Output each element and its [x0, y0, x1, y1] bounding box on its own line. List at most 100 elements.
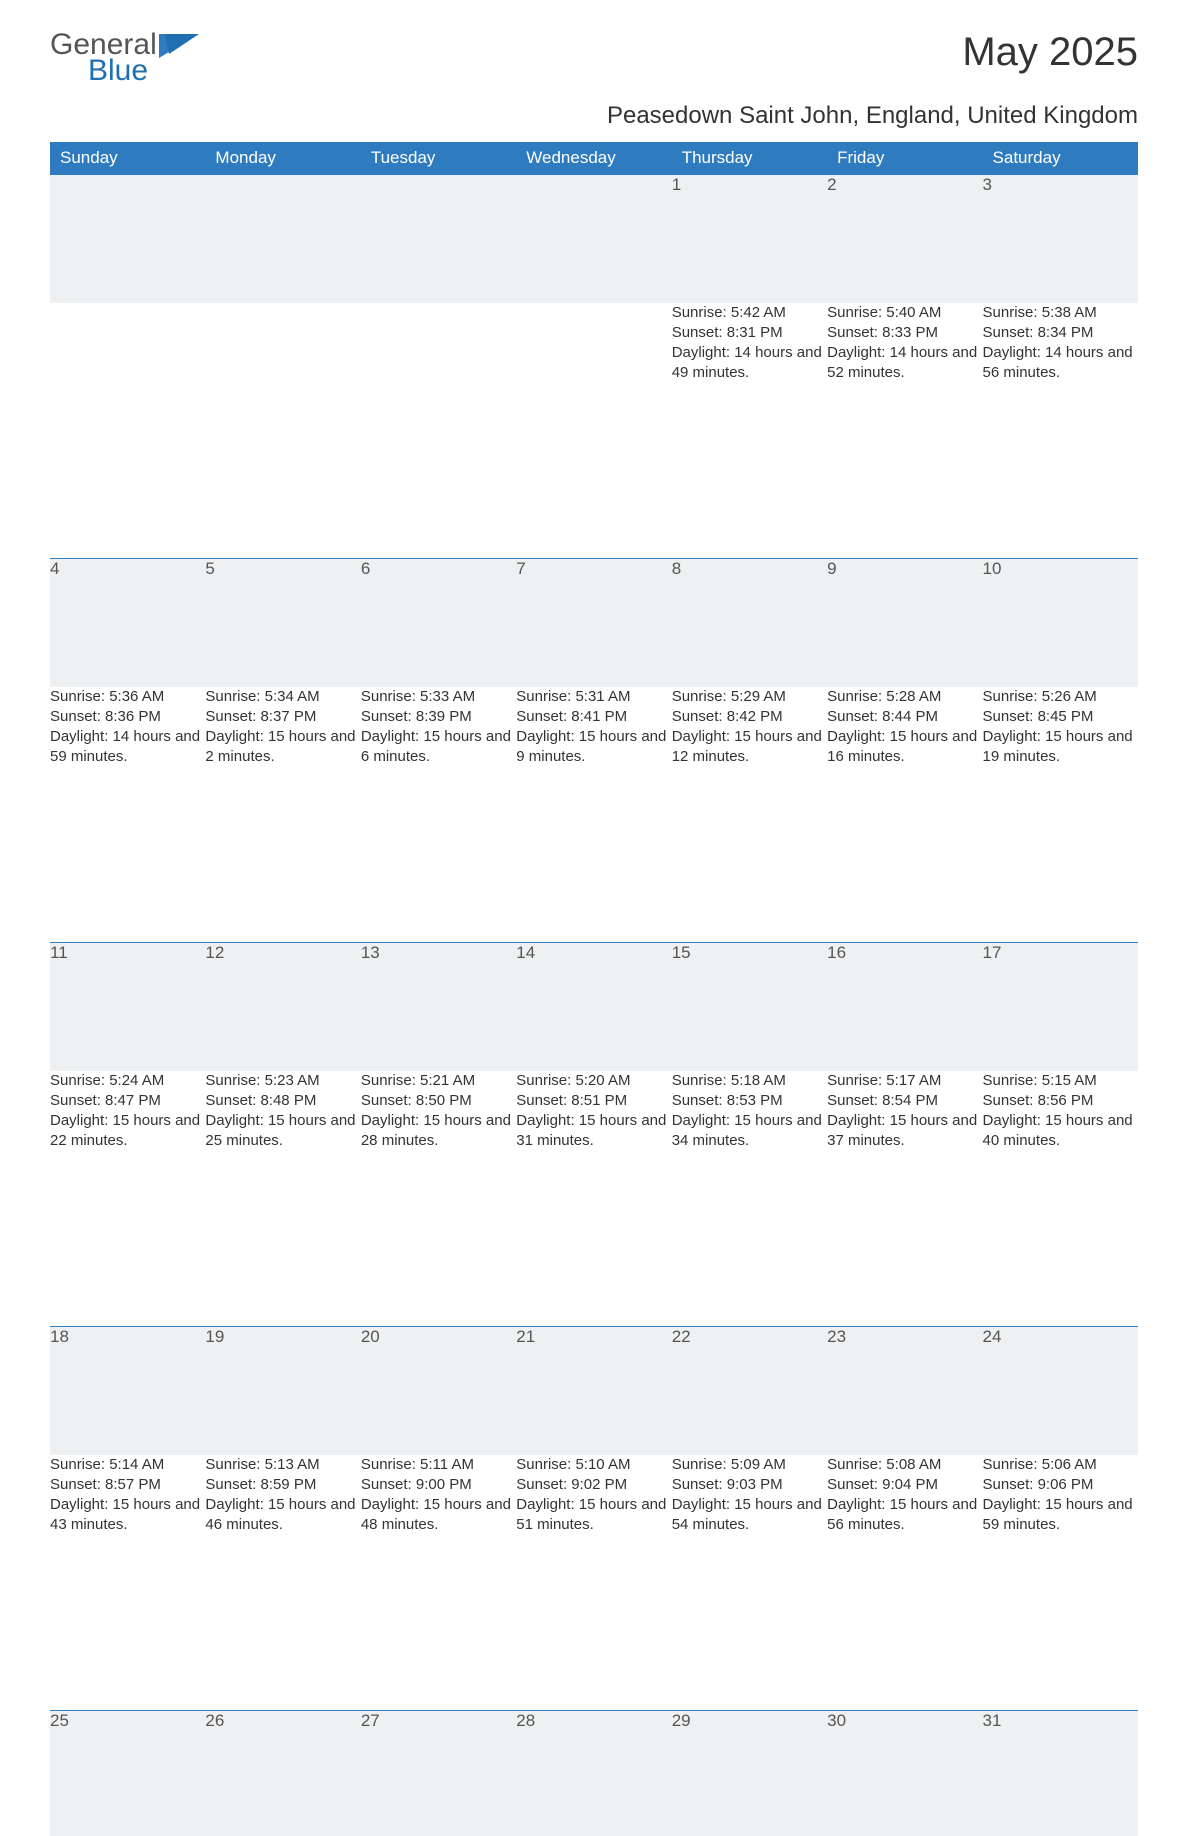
day-cell: Sunrise: 5:11 AMSunset: 9:00 PMDaylight:…: [361, 1455, 516, 1583]
day-cell: Sunrise: 5:06 AMSunset: 9:06 PMDaylight:…: [983, 1455, 1138, 1583]
daylight-text: Daylight: 15 hours and 46 minutes.: [205, 1495, 360, 1536]
logo-triangle-icon: [159, 34, 199, 58]
day-cell: Sunrise: 5:21 AMSunset: 8:50 PMDaylight:…: [361, 1071, 516, 1199]
day-number-cell: 6: [361, 559, 516, 687]
daylight-text: Daylight: 15 hours and 12 minutes.: [672, 727, 827, 768]
day-number: 9: [827, 559, 836, 578]
day-number-cell: 11: [50, 943, 205, 1071]
day-number-cell: 7: [516, 559, 671, 687]
sunrise-text: Sunrise: 5:11 AM: [361, 1455, 516, 1475]
day-number-cell: 24: [983, 1327, 1138, 1455]
daylight-text: Daylight: 15 hours and 2 minutes.: [205, 727, 360, 768]
day-number-cell: 16: [827, 943, 982, 1071]
day-number-cell: [50, 175, 205, 303]
day-number-cell: 23: [827, 1327, 982, 1455]
daylight-text: Daylight: 15 hours and 19 minutes.: [983, 727, 1138, 768]
weekday-header: Tuesday: [361, 142, 516, 175]
day-number: 17: [983, 943, 1002, 962]
day-number-cell: 8: [672, 559, 827, 687]
sunset-text: Sunset: 8:59 PM: [205, 1475, 360, 1495]
sunset-text: Sunset: 9:06 PM: [983, 1475, 1138, 1495]
weekday-header: Saturday: [983, 142, 1138, 175]
day-cell: Sunrise: 5:14 AMSunset: 8:57 PMDaylight:…: [50, 1455, 205, 1583]
day-number: 22: [672, 1327, 691, 1346]
day-number-cell: 22: [672, 1327, 827, 1455]
day-number-cell: 13: [361, 943, 516, 1071]
day-number: 4: [50, 559, 59, 578]
day-cell: Sunrise: 5:17 AMSunset: 8:54 PMDaylight:…: [827, 1071, 982, 1199]
day-number: 16: [827, 943, 846, 962]
sunrise-text: Sunrise: 5:38 AM: [983, 303, 1138, 323]
day-number-cell: 28: [516, 1711, 671, 1836]
daylight-text: Daylight: 15 hours and 37 minutes.: [827, 1111, 982, 1152]
day-number: 10: [983, 559, 1002, 578]
sunrise-text: Sunrise: 5:15 AM: [983, 1071, 1138, 1091]
sunset-text: Sunset: 8:33 PM: [827, 323, 982, 343]
daylight-text: Daylight: 15 hours and 43 minutes.: [50, 1495, 205, 1536]
sunset-text: Sunset: 8:51 PM: [516, 1091, 671, 1111]
day-cell: Sunrise: 5:18 AMSunset: 8:53 PMDaylight:…: [672, 1071, 827, 1199]
day-body-row: Sunrise: 5:42 AMSunset: 8:31 PMDaylight:…: [50, 303, 1138, 431]
day-cell: Sunrise: 5:23 AMSunset: 8:48 PMDaylight:…: [205, 1071, 360, 1199]
daylight-text: Daylight: 15 hours and 9 minutes.: [516, 727, 671, 768]
day-number: 30: [827, 1711, 846, 1730]
day-cell: [205, 303, 360, 431]
sunrise-text: Sunrise: 5:13 AM: [205, 1455, 360, 1475]
weekday-header: Monday: [205, 142, 360, 175]
day-body-row: Sunrise: 5:24 AMSunset: 8:47 PM Daylight:…: [50, 1071, 1138, 1199]
sunset-text: Sunset: 8:37 PM: [205, 707, 360, 727]
day-cell: Sunrise: 5:24 AMSunset: 8:47 PMDaylight:…: [50, 1071, 205, 1199]
day-number: 31: [983, 1711, 1002, 1730]
day-number: 11: [50, 943, 68, 962]
daylight-text: Daylight: 14 hours and 59 minutes.: [50, 727, 205, 768]
sunset-text: Sunset: 8:48 PM: [205, 1091, 360, 1111]
weekday-header-row: Sunday Monday Tuesday Wednesday Thursday…: [50, 142, 1138, 175]
day-number: 26: [205, 1711, 224, 1730]
sunrise-text: Sunrise: 5:23 AM: [205, 1071, 360, 1091]
sunrise-text: Sunrise: 5:29 AM: [672, 687, 827, 707]
sunset-text: Sunset: 8:56 PM: [983, 1091, 1138, 1111]
sunset-text: Sunset: 8:34 PM: [983, 323, 1138, 343]
sunrise-text: Sunrise: 5:33 AM: [361, 687, 516, 707]
day-cell: Sunrise: 5:31 AMSunset: 8:41 PMDaylight:…: [516, 687, 671, 815]
day-number: 21: [516, 1327, 535, 1346]
day-cell: Sunrise: 5:33 AMSunset: 8:39 PMDaylight:…: [361, 687, 516, 815]
sunset-text: Sunset: 8:44 PM: [827, 707, 982, 727]
sunset-text: Sunset: 8:47 PM: [50, 1091, 205, 1111]
day-number-cell: 25: [50, 1711, 205, 1836]
weekday-header: Wednesday: [516, 142, 671, 175]
day-number-row: 25262728293031: [50, 1711, 1138, 1836]
logo-word-2: Blue: [88, 56, 157, 86]
day-number-cell: 12: [205, 943, 360, 1071]
week-spacer: [50, 431, 1138, 559]
day-number: 18: [50, 1327, 69, 1346]
day-cell: Sunrise: 5:09 AMSunset: 9:03 PMDaylight:…: [672, 1455, 827, 1583]
day-cell: [50, 303, 205, 431]
day-cell: Sunrise: 5:40 AMSunset: 8:33 PMDaylight:…: [827, 303, 982, 431]
day-number-cell: 26: [205, 1711, 360, 1836]
sunrise-text: Sunrise: 5:24 AM: [50, 1071, 205, 1091]
sunset-text: Sunset: 9:00 PM: [361, 1475, 516, 1495]
daylight-text: Daylight: 14 hours and 49 minutes.: [672, 343, 827, 384]
weekday-header: Sunday: [50, 142, 205, 175]
day-body-row: Sunrise: 5:14 AMSunset: 8:57 PMDaylight:…: [50, 1455, 1138, 1583]
page-title: May 2025: [962, 30, 1138, 75]
day-number-cell: 15: [672, 943, 827, 1071]
day-cell: Sunrise: 5:28 AMSunset: 8:44 PMDaylight:…: [827, 687, 982, 815]
sunset-text: Sunset: 8:50 PM: [361, 1091, 516, 1111]
day-cell: Sunrise: 5:29 AMSunset: 8:42 PMDaylight:…: [672, 687, 827, 815]
sunset-text: Sunset: 9:03 PM: [672, 1475, 827, 1495]
sunset-text: Sunset: 8:45 PM: [983, 707, 1138, 727]
day-number: 7: [516, 559, 525, 578]
daylight-text: Daylight: 15 hours and 16 minutes.: [827, 727, 982, 768]
sunset-text: Sunset: 8:57 PM: [50, 1475, 205, 1495]
sunset-text: Sunset: 8:41 PM: [516, 707, 671, 727]
sunrise-text: Sunrise: 5:10 AM: [516, 1455, 671, 1475]
day-number-cell: 27: [361, 1711, 516, 1836]
day-number-row: 11121314151617: [50, 943, 1138, 1071]
day-number: 24: [983, 1327, 1002, 1346]
sunrise-text: Sunrise: 5:20 AM: [516, 1071, 671, 1091]
day-number-cell: [361, 175, 516, 303]
daylight-text: Daylight: 14 hours and 56 minutes.: [983, 343, 1138, 384]
day-cell: Sunrise: 5:34 AMSunset: 8:37 PMDaylight:…: [205, 687, 360, 815]
